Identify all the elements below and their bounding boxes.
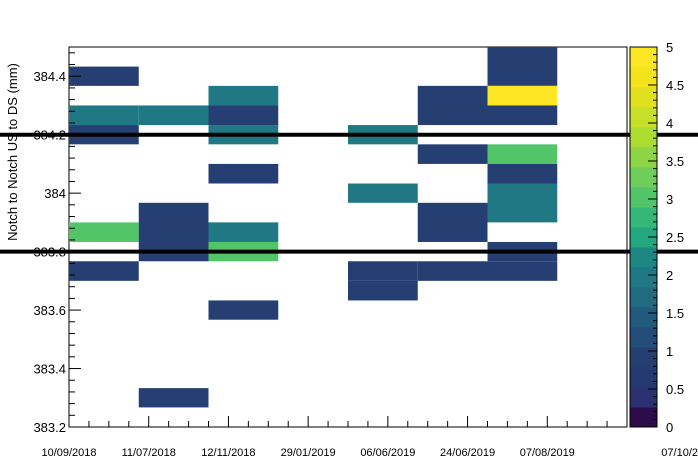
x-tick-label: 24/06/2019 bbox=[440, 447, 495, 459]
y-axis-label: Notch to Notch US to DS (mm) bbox=[5, 63, 20, 241]
heatmap-cell bbox=[69, 105, 139, 126]
palette-tick-label: 1 bbox=[666, 344, 673, 359]
heatmap-cell bbox=[487, 47, 558, 86]
heatmap-cell bbox=[487, 105, 558, 126]
x-tick-label: 07/10/2 bbox=[661, 447, 698, 459]
palette-segment bbox=[630, 307, 657, 328]
y-tick-label: 384 bbox=[44, 186, 66, 201]
heatmap-cell bbox=[487, 163, 558, 184]
palette-segment bbox=[630, 407, 657, 428]
heatmap-cell bbox=[487, 144, 558, 164]
y-tick-label: 383.2 bbox=[33, 420, 66, 435]
y-tick-label: 383.6 bbox=[33, 303, 66, 318]
palette-tick-label: 2.5 bbox=[666, 230, 684, 245]
palette-segment bbox=[630, 127, 657, 148]
heatmap-cell bbox=[417, 85, 488, 126]
heatmap-cell bbox=[487, 183, 558, 223]
palette-segment bbox=[630, 287, 657, 308]
color-palette-bar bbox=[629, 46, 658, 428]
heatmap-cell bbox=[487, 261, 558, 281]
palette-segment bbox=[630, 387, 657, 408]
y-tick-label: 384.2 bbox=[33, 128, 66, 143]
palette-segment bbox=[630, 327, 657, 348]
palette-tick-label: 2 bbox=[666, 268, 673, 283]
heatmap-cell bbox=[69, 261, 139, 281]
palette-segment bbox=[630, 167, 657, 188]
heatmap-cell bbox=[417, 144, 488, 164]
x-tick-label: 12/11/2018 bbox=[201, 447, 255, 459]
palette-tick-label: 3 bbox=[666, 192, 673, 207]
reference-lines bbox=[0, 132, 698, 254]
heatmap-cell bbox=[208, 222, 279, 242]
x-tick-label: 06/06/2019 bbox=[360, 447, 415, 459]
heatmap-cell bbox=[417, 261, 488, 281]
palette-segment bbox=[630, 247, 657, 268]
x-tick-label: 11/07/2018 bbox=[122, 447, 176, 459]
heatmap-cell bbox=[138, 388, 209, 408]
palette-segment bbox=[630, 207, 657, 228]
palette-tick-label: 0.5 bbox=[666, 382, 684, 397]
palette-segment bbox=[630, 267, 657, 288]
heatmap-cell bbox=[348, 183, 418, 203]
heatmap-cell bbox=[208, 85, 279, 106]
y-axis: 383.2 383.4 383.6 383.8 384 384.2 384.4 bbox=[33, 52, 81, 435]
heatmap-cell bbox=[417, 202, 488, 242]
palette-tick-label: 5 bbox=[666, 40, 673, 55]
heatmap-cell bbox=[69, 222, 139, 242]
palette-segment bbox=[630, 107, 657, 128]
palette-tick-label: 4.5 bbox=[666, 78, 684, 93]
palette-segment bbox=[630, 187, 657, 208]
palette-tick-label: 3.5 bbox=[666, 154, 684, 169]
x-axis: 10/09/2018 11/07/2018 12/11/2018 29/01/2019… bbox=[41, 416, 698, 459]
palette-tick-label: 0 bbox=[666, 420, 673, 435]
heatmap-cell bbox=[69, 66, 139, 86]
x-tick-label: 29/01/2019 bbox=[281, 447, 336, 459]
palette-segment bbox=[630, 147, 657, 168]
heatmap-cell bbox=[208, 105, 279, 126]
heatmap-cell bbox=[138, 105, 209, 126]
heatmap-cell bbox=[208, 300, 279, 320]
heatmap-cell bbox=[348, 261, 418, 281]
heatmap-cell bbox=[348, 280, 418, 301]
x-tick-label: 07/08/2019 bbox=[520, 447, 575, 459]
palette-segment bbox=[630, 227, 657, 248]
x-tick-label: 10/09/2018 bbox=[41, 447, 96, 459]
heatmap-cells bbox=[69, 47, 558, 408]
y-tick-label: 383.8 bbox=[33, 245, 66, 260]
palette-segment bbox=[630, 67, 657, 88]
color-palette-axis: 0 0.5 1 1.5 2 2.5 3 3.5 4 4.5 5 bbox=[648, 40, 684, 435]
palette-tick-label: 1.5 bbox=[666, 306, 684, 321]
palette-segment bbox=[630, 367, 657, 388]
heatmap-cell bbox=[208, 163, 279, 184]
heatmap-cell bbox=[487, 85, 558, 106]
palette-segment bbox=[630, 347, 657, 368]
palette-tick-label: 4 bbox=[666, 116, 673, 131]
y-tick-label: 384.4 bbox=[33, 69, 66, 84]
palette-segment bbox=[630, 87, 657, 108]
palette-segment bbox=[630, 47, 657, 68]
y-tick-label: 383.4 bbox=[33, 362, 66, 377]
